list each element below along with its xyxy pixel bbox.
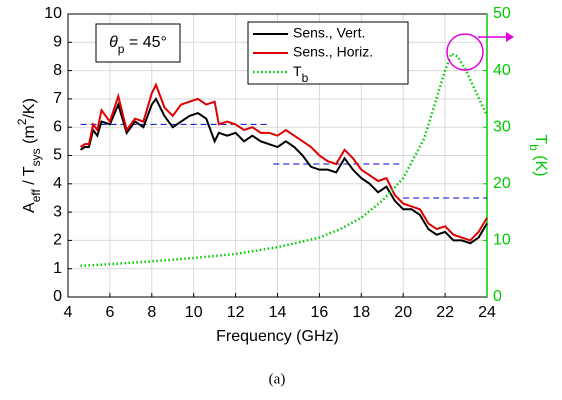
y-tick-label: 0 [53,288,62,305]
y-tick-label: 5 [53,147,62,164]
y-axis-label-part: 2 [15,118,29,125]
series-line [80,82,488,242]
x-tick-label: 8 [147,304,156,321]
y2-axis-label-part: (K) [532,151,549,177]
y-axis-label-part: / T [21,166,38,189]
x-tick-label: 10 [185,304,203,321]
y2-tick-label: 20 [493,175,511,192]
y2-axis-label-part: T [532,134,549,144]
y-tick-label: 10 [44,5,62,22]
y2-tick-label: 40 [493,62,511,79]
caption: (a) [269,371,286,387]
y2-axis-label-part: b [527,144,541,151]
peak-arrowhead [506,32,514,42]
y-axis-label: Aeff / Tsys (m2/K) [15,98,43,213]
x-axis-label: Frequency (GHz) [216,328,339,345]
y-axis-label-part: (m [21,125,38,148]
y-tick-label: 9 [53,34,62,51]
y-tick-label: 1 [53,260,62,277]
x-tick-label: 20 [394,304,412,321]
y2-tick-label: 0 [493,288,502,305]
annotation-box [95,23,181,63]
x-tick-label: 22 [436,304,454,321]
series-line [80,51,489,268]
x-tick-label: 6 [105,304,114,321]
x-tick-label: 24 [478,304,496,321]
series-line [80,96,488,245]
annotation: θp = 45° [109,34,167,56]
x-tick-label: 12 [227,304,245,321]
y-axis-label-part: eff [29,188,43,202]
annotation-part: = 45° [124,34,166,51]
annotation-part: θ [109,34,118,51]
y-tick-label: 6 [53,118,62,135]
y-tick-label: 7 [53,90,62,107]
y-tick-label: 8 [53,62,62,79]
y2-tick-label: 50 [493,5,511,22]
y-axis-label-part: A [21,202,38,213]
y-tick-label: 4 [53,175,62,192]
legend-label-part: T [293,63,302,79]
annotation-part: p [118,42,125,56]
x-tick-label: 4 [64,304,73,321]
y2-tick-label: 10 [493,232,511,249]
legend-label: Sens., Horiz. [293,44,373,60]
y-tick-label: 3 [53,203,62,220]
y-tick-label: 2 [53,232,62,249]
y2-tick-label: 30 [493,118,511,135]
x-tick-label: 16 [311,304,329,321]
y-axis-label-part: /K) [21,98,38,118]
x-tick-label: 14 [269,304,287,321]
legend-label: Tb [293,63,309,85]
peak-circle [446,33,484,71]
legend-label: Sens., Vert. [293,25,365,41]
legend-label-part: b [302,71,309,85]
y-axis-label-part: sys [29,148,43,166]
x-tick-label: 18 [352,304,370,321]
y2-axis-label: Tb (K) [527,134,549,176]
